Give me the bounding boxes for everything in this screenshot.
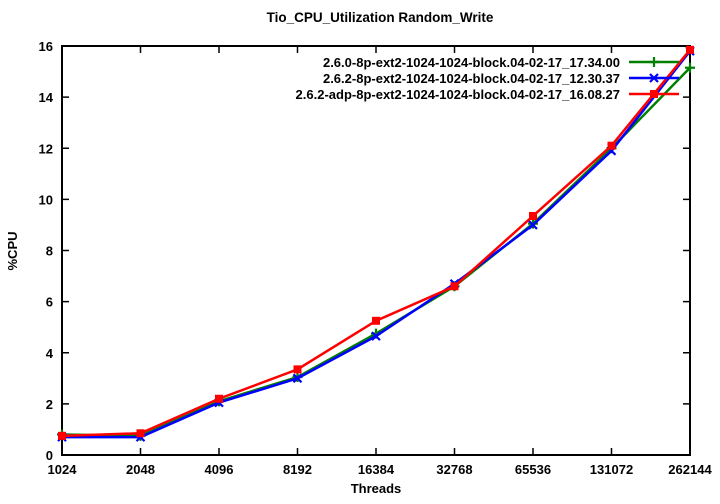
plus-marker <box>649 57 659 67</box>
x-marker <box>371 331 381 341</box>
y-tick-label: 8 <box>46 244 53 259</box>
y-axis-label: %CPU <box>5 231 20 270</box>
legend-label: 2.6.2-adp-8p-ext2-1024-1024-block.04-02-… <box>296 87 620 102</box>
x-tick-label: 131072 <box>590 462 633 477</box>
y-tick-label: 14 <box>39 90 54 105</box>
x-marker <box>528 220 538 230</box>
plot-border <box>61 45 691 456</box>
square-marker <box>215 394 223 403</box>
square-marker <box>650 90 658 98</box>
series-line-0 <box>61 66 691 438</box>
x-tick-label: 4096 <box>205 462 234 477</box>
x-tick-label: 1024 <box>48 462 78 477</box>
y-tick-label: 6 <box>46 295 53 310</box>
y-tick-label: 16 <box>39 39 53 54</box>
y-tick-label: 4 <box>46 346 54 361</box>
x-tick-label: 65536 <box>515 462 551 477</box>
legend-label: 2.6.0-8p-ext2-1024-1024-block.04-02-17_1… <box>323 55 620 70</box>
x-marker <box>649 73 659 83</box>
chart-title: Tio_CPU_Utilization Random_Write <box>267 10 494 25</box>
x-tick-label: 262144 <box>668 462 712 477</box>
y-tick-label: 10 <box>39 192 53 207</box>
square-marker <box>293 365 302 374</box>
plot-area: 1024 2048 4096 8192 16384 32768 65536 131072 262… <box>39 39 713 477</box>
square-marker <box>136 429 145 438</box>
y-tick-label: 12 <box>39 141 53 156</box>
square-marker <box>58 431 66 440</box>
x-marker <box>292 373 303 384</box>
square-marker <box>450 282 459 291</box>
series-line-1 <box>62 50 691 439</box>
y-tick-label: 2 <box>46 397 53 412</box>
square-marker <box>529 211 537 220</box>
y-tick-label: 0 <box>46 448 53 463</box>
series-line-2 <box>61 49 691 438</box>
square-marker <box>686 45 694 54</box>
x-tick-label: 2048 <box>126 462 155 477</box>
x-tick-label: 16384 <box>358 462 395 477</box>
plus-marker <box>685 62 695 73</box>
x-axis-label: Threads <box>351 481 402 496</box>
square-marker <box>372 316 380 325</box>
x-tick-label: 8192 <box>283 462 312 477</box>
legend-label: 2.6.2-8p-ext2-1024-1024-block.04-02-17_1… <box>323 71 620 86</box>
x-tick-label: 32768 <box>436 462 472 477</box>
square-marker <box>607 141 616 150</box>
